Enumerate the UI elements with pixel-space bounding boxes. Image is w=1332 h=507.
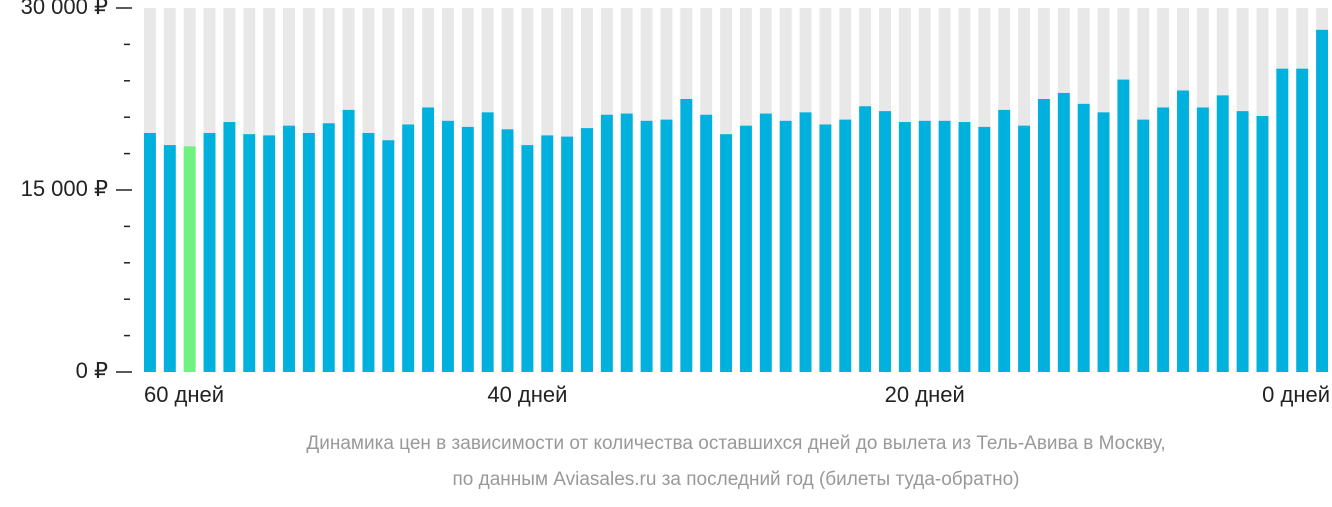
bar xyxy=(342,109,355,373)
bar xyxy=(1117,79,1130,372)
bar xyxy=(938,120,951,372)
bar xyxy=(561,136,574,372)
bar xyxy=(302,132,315,372)
bar xyxy=(779,120,792,372)
bar xyxy=(819,124,832,372)
bar xyxy=(839,119,852,372)
bar xyxy=(799,112,812,372)
bar xyxy=(402,124,415,372)
bar xyxy=(998,109,1011,373)
bar xyxy=(223,122,236,372)
bar xyxy=(441,120,454,372)
bar xyxy=(203,132,216,372)
bar xyxy=(1316,29,1329,373)
bar xyxy=(918,120,931,372)
bar xyxy=(1018,125,1031,373)
y-tick-label: 0 ₽ xyxy=(76,358,108,383)
bar xyxy=(1216,95,1229,373)
bar xyxy=(521,145,534,372)
bar xyxy=(898,122,911,372)
bar xyxy=(481,112,494,372)
bar xyxy=(1037,99,1050,372)
bar xyxy=(581,128,593,372)
bar xyxy=(1157,107,1170,372)
y-tick-label: 15 000 ₽ xyxy=(21,176,108,201)
caption: Динамика цен в зависимости от количества… xyxy=(306,433,1165,454)
bar xyxy=(1196,107,1209,372)
bar xyxy=(541,135,554,372)
bar xyxy=(283,125,295,373)
bar xyxy=(660,119,673,372)
caption: по данным Aviasales.ru за последний год … xyxy=(453,469,1020,490)
bar xyxy=(1097,112,1110,372)
x-tick-label: 0 дней xyxy=(1262,382,1330,407)
bar xyxy=(501,129,514,372)
bar xyxy=(640,120,653,372)
bar xyxy=(739,125,752,373)
bar xyxy=(1137,119,1150,372)
bar xyxy=(322,123,335,373)
bar xyxy=(461,126,474,372)
bar xyxy=(1077,103,1090,372)
bar xyxy=(163,145,176,372)
bar xyxy=(1276,68,1289,373)
bar xyxy=(263,135,276,372)
bar xyxy=(382,140,395,372)
bar xyxy=(422,107,435,372)
x-tick-label: 40 дней xyxy=(487,382,567,407)
y-tick-label: 30 000 ₽ xyxy=(21,0,108,19)
bar xyxy=(879,111,891,372)
bar xyxy=(720,134,733,372)
bar xyxy=(700,114,713,373)
bar xyxy=(1296,68,1309,373)
bar xyxy=(958,122,971,372)
bar xyxy=(183,146,196,372)
x-tick-label: 20 дней xyxy=(885,382,965,407)
x-tick-label: 60 дней xyxy=(144,382,224,407)
bar xyxy=(1256,115,1269,372)
bar xyxy=(859,106,872,372)
bar xyxy=(243,134,256,372)
bar xyxy=(620,113,633,372)
bar xyxy=(978,126,991,372)
bar xyxy=(600,114,613,373)
bar xyxy=(759,113,772,372)
bar xyxy=(680,99,693,372)
bar xyxy=(1057,92,1070,372)
bar xyxy=(362,132,375,372)
bar xyxy=(1236,111,1249,372)
bar xyxy=(143,132,156,372)
bar xyxy=(1177,90,1189,373)
